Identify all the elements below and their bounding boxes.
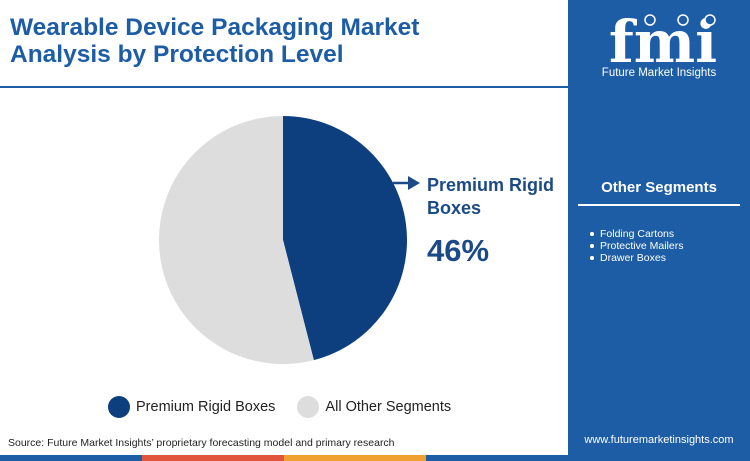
callout-label: Premium Rigid Boxes: [427, 175, 555, 218]
legend-swatch-premium: [108, 396, 130, 418]
segment-item: Protective Mailers: [590, 240, 683, 252]
fmi-logo: fmi: [609, 8, 717, 76]
legend-label-other: All Other Segments: [325, 399, 452, 415]
pie-chart-svg: [158, 116, 407, 365]
logo-text: fmi: [609, 8, 717, 76]
pie-chart: [0, 88, 568, 428]
segment-item: Drawer Boxes: [590, 252, 683, 264]
chart-title: Wearable Device Packaging Market Analysi…: [10, 14, 420, 68]
website-url[interactable]: www.futuremarketinsights.com: [584, 434, 734, 446]
callout-value: 46%: [427, 233, 490, 268]
footer-stripe: [0, 455, 568, 461]
callout-arrow-icon: [393, 176, 420, 190]
logo-tagline: Future Market Insights: [601, 67, 717, 79]
legend-swatch-other: [297, 396, 320, 418]
title-divider: [0, 86, 568, 88]
pie-slice-premium-rigid-boxes: [283, 116, 407, 361]
pie-slice-all-other-segments: [158, 116, 314, 365]
source-note: Source: Future Market Insights’ propriet…: [8, 437, 395, 449]
other-segments-title: Other Segments: [578, 170, 740, 206]
legend-label-premium: Premium Rigid Boxes: [136, 399, 276, 415]
segment-item: Folding Cartons: [590, 228, 683, 240]
legend-item-premium: Premium Rigid Boxes: [108, 396, 275, 418]
legend: Premium Rigid Boxes All Other Segments: [108, 395, 473, 419]
sidebar: fmi Future Market Insights Other Segment…: [568, 0, 750, 461]
legend-item-other: All Other Segments: [297, 396, 451, 418]
other-segments-list: Folding Cartons Protective Mailers Drawe…: [590, 228, 683, 264]
